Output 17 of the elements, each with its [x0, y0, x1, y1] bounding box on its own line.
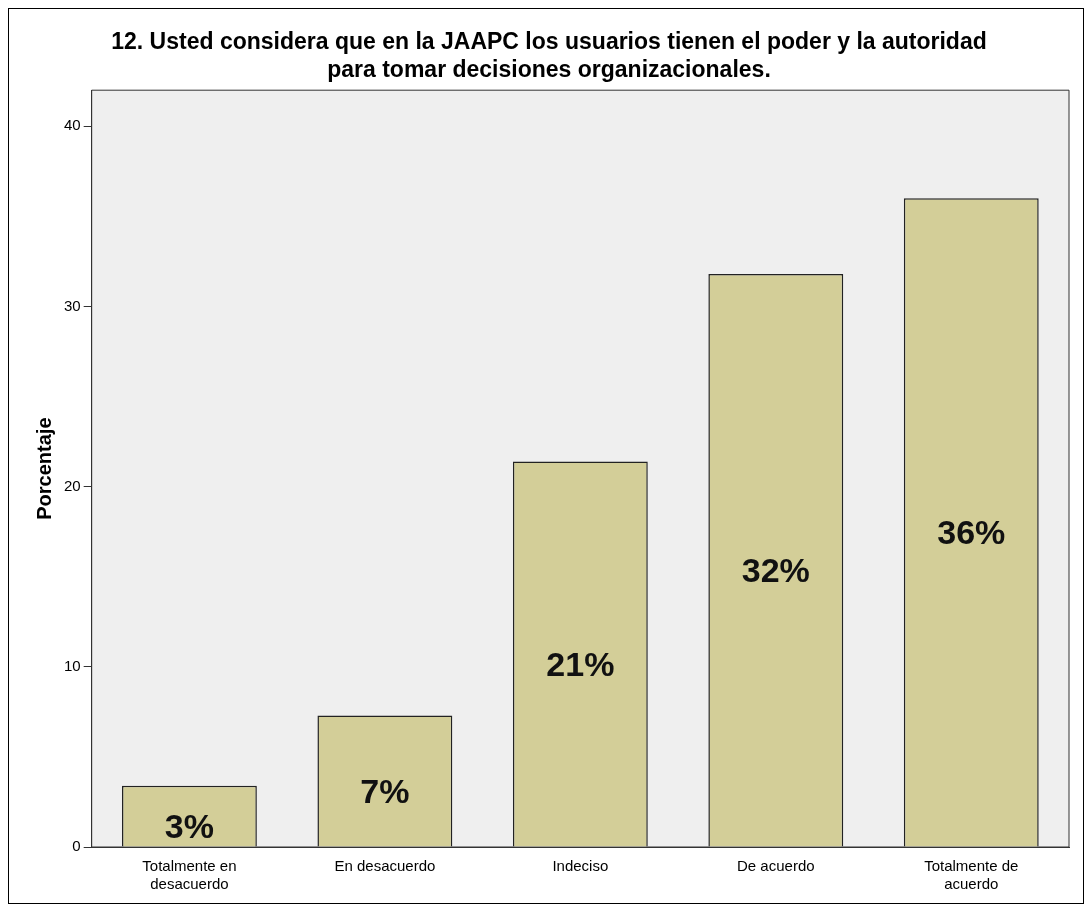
x-tick-label: De acuerdo	[737, 857, 815, 875]
x-tick-label: Totalmente de acuerdo	[924, 857, 1019, 893]
x-tick-label: En desacuerdo	[334, 857, 436, 875]
y-tick-label: 20	[64, 476, 81, 494]
y-tick-label: 0	[72, 837, 81, 855]
data-label: 32%	[741, 550, 810, 589]
y-tick-label: 10	[64, 656, 81, 674]
x-tick-label: Totalmente en desacuerdo	[142, 857, 237, 893]
data-label: 7%	[360, 771, 410, 810]
data-label: 3%	[164, 806, 214, 845]
y-tick-label: 30	[64, 296, 81, 314]
x-tick-label: Indeciso	[552, 857, 609, 875]
data-label: 36%	[937, 513, 1006, 552]
chart-title: 12. Usted considera que en la JAAPC los usuarios tienen el poder y la autoridad para tomar decisiones organizacionales.	[111, 28, 987, 82]
y-axis-title: Porcentaje	[32, 417, 55, 520]
data-label: 21%	[546, 644, 615, 683]
y-tick-label: 40	[64, 116, 81, 134]
